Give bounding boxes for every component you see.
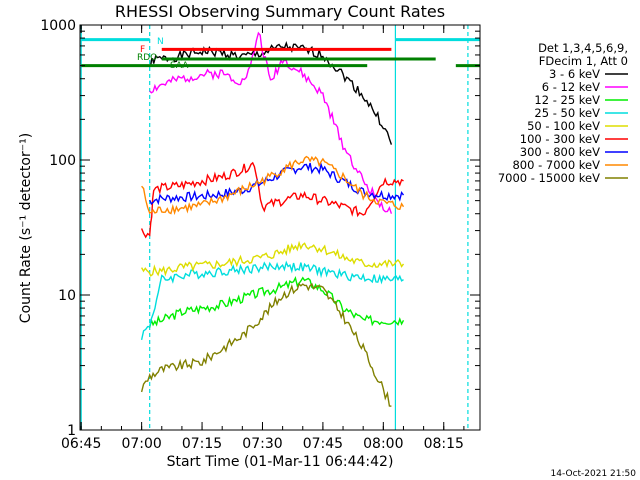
y-tick-label-3: 1000 <box>40 18 76 34</box>
legend-header-0: Det 1,3,4,5,6,9, <box>538 41 628 55</box>
series-line-3 <box>140 260 404 341</box>
chart-title: RHESSI Observing Summary Count Rates <box>115 2 445 21</box>
flag-label-2: RDO <box>137 53 157 63</box>
legend-label-1: 6 - 12 keV <box>542 80 600 94</box>
flag-label-1: F <box>140 45 145 55</box>
y-tick-label-0: 1 <box>67 423 76 439</box>
x-tick-label-5: 08:00 <box>363 436 403 452</box>
series-line-7 <box>141 155 405 216</box>
x-tick-label-0: 06:45 <box>61 436 101 452</box>
y-axis-label: Count Rate (s⁻¹ detector⁻¹) <box>18 133 34 323</box>
x-tick-label-4: 07:45 <box>303 436 343 452</box>
series-line-8 <box>140 282 392 407</box>
legend-label-8: 7000 - 15000 keV <box>498 171 600 185</box>
x-tick-label-3: 07:30 <box>242 436 282 452</box>
flag-label-0: N <box>157 37 164 47</box>
legend-label-5: 100 - 300 keV <box>520 132 600 146</box>
series-line-1 <box>149 31 393 214</box>
legend-label-4: 50 - 100 keV <box>527 119 600 133</box>
x-tick-label-6: 08:15 <box>424 436 464 452</box>
legend: Det 1,3,4,5,6,9,FDecim 1, Att 03 - 6 keV… <box>498 41 628 185</box>
legend-label-0: 3 - 6 keV <box>549 67 600 81</box>
x-tick-label-1: 07:00 <box>121 436 161 452</box>
legend-header-1: FDecim 1, Att 0 <box>539 54 628 68</box>
legend-label-2: 12 - 25 keV <box>534 93 600 107</box>
plot-frame <box>79 24 481 431</box>
series-line-5 <box>140 161 404 239</box>
legend-label-6: 300 - 800 keV <box>520 145 600 159</box>
y-tick-label-1: 10 <box>58 288 76 304</box>
legend-label-3: 25 - 50 keV <box>534 106 600 120</box>
timestamp: 14-Oct-2021 21:50 <box>551 469 637 479</box>
legend-label-7: 800 - 7000 keV <box>512 158 600 172</box>
flag-label-3: SAA <box>170 61 189 71</box>
x-axis-label: Start Time (01-Mar-11 06:44:42) <box>167 454 394 470</box>
series-line-2 <box>149 275 405 328</box>
x-tick-label-2: 07:15 <box>182 436 222 452</box>
series-line-0 <box>149 41 393 145</box>
y-tick-label-2: 100 <box>49 153 76 169</box>
axes: 06:45 07:00 07:15 07:30 07:45 08:00 08:15 1 10 10… <box>40 18 481 452</box>
series-line-4 <box>140 240 405 277</box>
